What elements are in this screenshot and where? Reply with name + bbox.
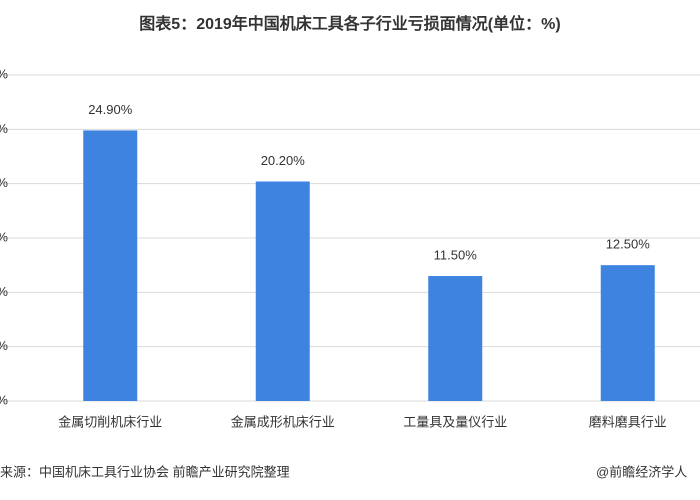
value-label: 24.90% bbox=[88, 102, 133, 117]
y-tick-label: 15% bbox=[0, 229, 8, 244]
x-tick-label: 磨料磨具行业 bbox=[589, 414, 667, 429]
y-tick-label: 25% bbox=[0, 121, 8, 136]
value-label: 20.20% bbox=[261, 153, 306, 168]
y-tick-label: 10% bbox=[0, 284, 8, 299]
x-tick-label: 工量具及量仪行业 bbox=[403, 414, 507, 429]
y-tick-label: 0% bbox=[0, 392, 8, 407]
value-label: 11.50% bbox=[434, 247, 478, 262]
bar bbox=[600, 265, 655, 401]
bar bbox=[428, 276, 483, 401]
brand-note: @前瞻经济学人 bbox=[596, 464, 687, 479]
source-note: 来源：中国机床工具行业协会 前瞻产业研究院整理 bbox=[0, 464, 290, 479]
chart-title: 图表5：2019年中国机床工具各子行业亏损面情况(单位：%) bbox=[139, 14, 560, 33]
bar bbox=[83, 130, 138, 402]
value-label: 12.50% bbox=[606, 237, 651, 252]
y-tick-label: 5% bbox=[0, 338, 8, 353]
bar bbox=[255, 181, 310, 401]
x-tick-label: 金属成形机床行业 bbox=[231, 414, 335, 429]
y-tick-label: 30% bbox=[0, 66, 8, 81]
y-tick-label: 20% bbox=[0, 175, 8, 190]
x-tick-label: 金属切削机床行业 bbox=[58, 414, 162, 429]
